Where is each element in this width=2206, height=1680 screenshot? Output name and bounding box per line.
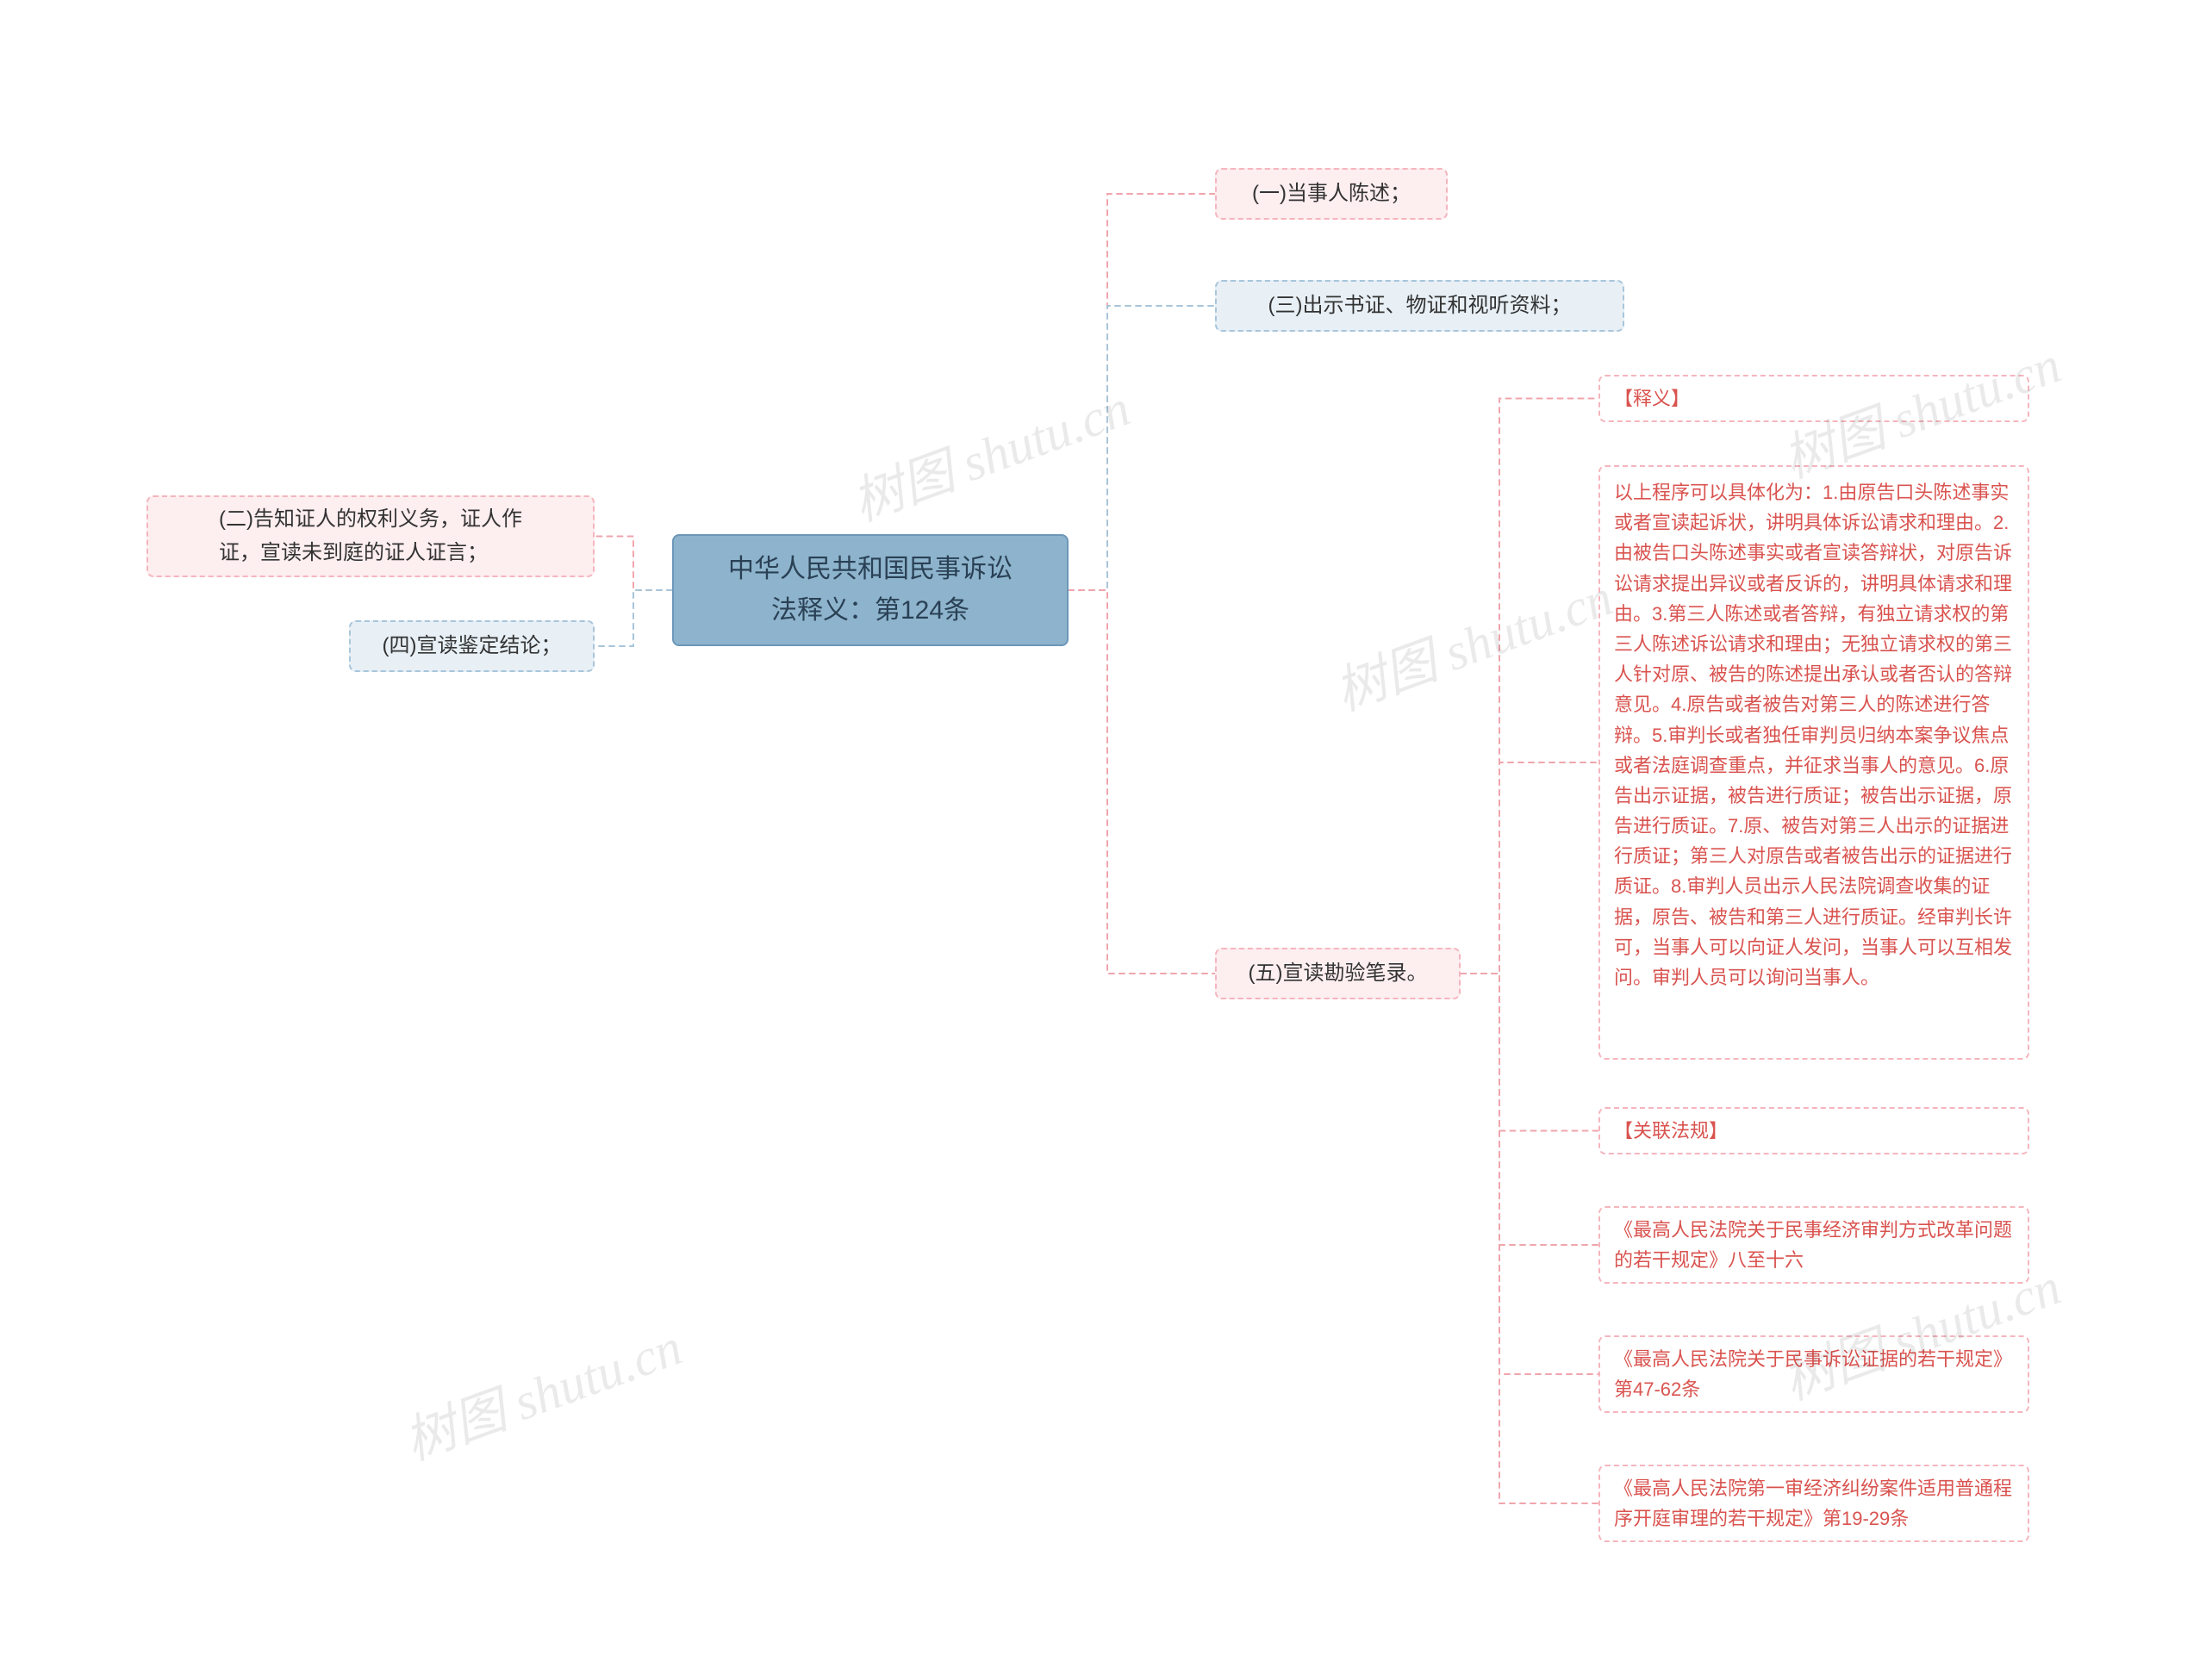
node-left-2: (四)宣读鉴定结论； xyxy=(349,620,595,672)
leaf-6: 《最高人民法院第一审经济纠纷案件适用普通程序开庭审理的若干规定》第19-29条 xyxy=(1598,1465,2029,1542)
watermark: 树图 shutu.cn xyxy=(840,366,1138,536)
watermark: 树图 shutu.cn xyxy=(392,1305,690,1475)
leaf-4: 《最高人民法院关于民事经济审判方式改革问题的若干规定》八至十六 xyxy=(1598,1206,2029,1284)
leaf-6-label: 《最高人民法院第一审经济纠纷案件适用普通程序开庭审理的若干规定》第19-29条 xyxy=(1614,1473,2014,1534)
node-left-1: (二)告知证人的权利义务，证人作 证，宣读未到庭的证人证言； xyxy=(146,495,595,577)
node-left-1-label: (二)告知证人的权利义务，证人作 证，宣读未到庭的证人证言； xyxy=(219,503,522,569)
leaf-1: 【释义】 xyxy=(1598,375,2029,422)
node-right-3-label: (五)宣读勘验笔录。 xyxy=(1249,957,1428,990)
leaf-3-label: 【关联法规】 xyxy=(1614,1116,2014,1146)
node-right-2-label: (三)出示书证、物证和视听资料； xyxy=(1268,289,1572,322)
leaf-4-label: 《最高人民法院关于民事经济审判方式改革问题的若干规定》八至十六 xyxy=(1614,1215,2014,1275)
root-label: 中华人民共和国民事诉讼 法释义：第124条 xyxy=(728,549,1013,632)
leaf-2: 以上程序可以具体化为：1.由原告口头陈述事实或者宣读起诉状，讲明具体诉讼请求和理… xyxy=(1598,465,2029,1060)
leaf-2-label: 以上程序可以具体化为：1.由原告口头陈述事实或者宣读起诉状，讲明具体诉讼请求和理… xyxy=(1614,477,2014,992)
node-right-3: (五)宣读勘验笔录。 xyxy=(1215,948,1461,999)
node-right-1: (一)当事人陈述； xyxy=(1215,168,1448,220)
node-right-2: (三)出示书证、物证和视听资料； xyxy=(1215,280,1624,332)
node-right-1-label: (一)当事人陈述； xyxy=(1252,177,1411,210)
watermark: 树图 shutu.cn xyxy=(1323,556,1621,725)
leaf-5: 《最高人民法院关于民事诉讼证据的若干规定》第47-62条 xyxy=(1598,1335,2029,1413)
leaf-1-label: 【释义】 xyxy=(1614,383,2014,414)
leaf-5-label: 《最高人民法院关于民事诉讼证据的若干规定》第47-62条 xyxy=(1614,1344,2014,1404)
node-left-2-label: (四)宣读鉴定结论； xyxy=(383,630,562,663)
root-node: 中华人民共和国民事诉讼 法释义：第124条 xyxy=(672,534,1069,646)
leaf-3: 【关联法规】 xyxy=(1598,1107,2029,1154)
